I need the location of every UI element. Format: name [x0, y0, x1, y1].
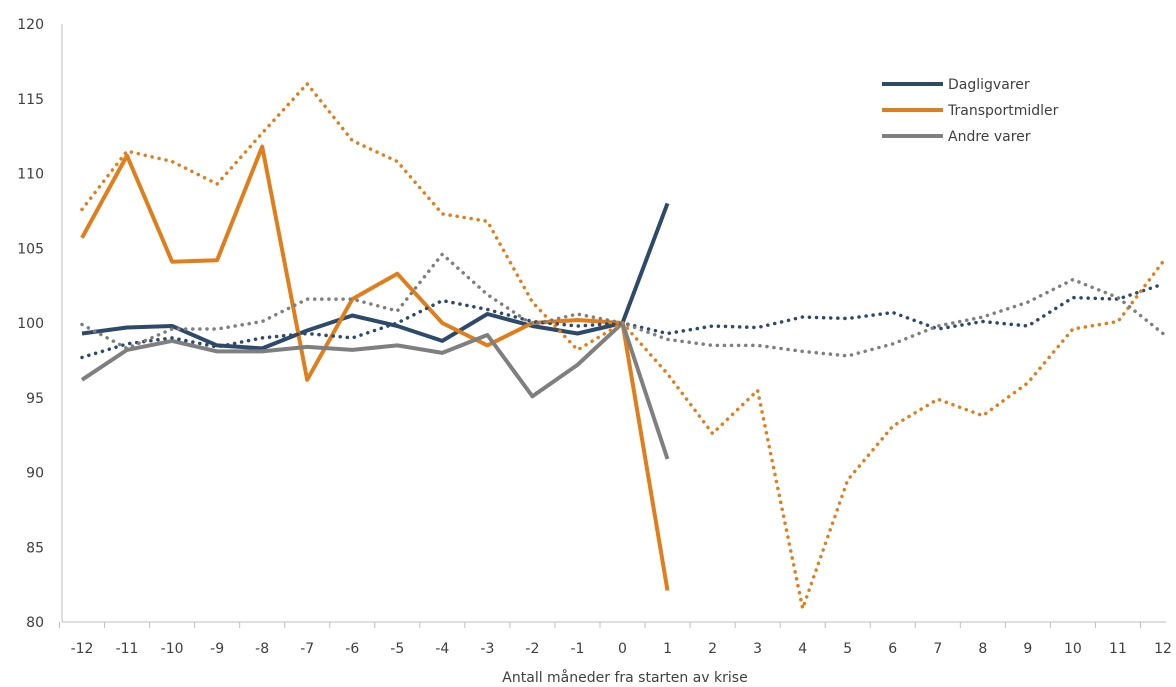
x-tick-labels: -12 -11 -10 -9 -8 -7 -6 -5 -4 -3 -2 -1 0 1 2 3 4 5 6 7 8 9 10 1…	[59, 622, 1172, 657]
series-line-5-dotted	[80, 252, 1165, 358]
y-tick-label: 85	[26, 540, 44, 556]
x-tick-label: -11	[116, 641, 139, 657]
series-layer	[80, 82, 1165, 611]
x-axis-title: Antall måneder fra starten av krise	[502, 669, 747, 686]
x-tick-label: -12	[71, 641, 94, 657]
x-tick-label: -4	[435, 641, 449, 657]
y-tick-labels: 80 85 90 95 100 105 110 115 120	[17, 17, 44, 631]
legend-label: Transportmidler	[947, 103, 1059, 119]
x-tick-label: 4	[798, 641, 807, 657]
y-tick-label: 110	[17, 167, 44, 183]
series-line-1-solid	[80, 144, 670, 591]
legend-label: Dagligvarer	[948, 77, 1030, 93]
x-tick-label: 6	[888, 641, 897, 657]
y-tick-label: 95	[26, 391, 44, 407]
y-tick-label: 105	[17, 241, 44, 257]
x-tick-label: -3	[480, 641, 494, 657]
x-tick-label: -7	[300, 641, 314, 657]
x-tick-label: 10	[1064, 641, 1082, 657]
x-tick-label: 12	[1154, 641, 1172, 657]
y-tick-label: 120	[17, 17, 44, 33]
x-tick-label: 2	[708, 641, 717, 657]
x-tick-label: -6	[345, 641, 359, 657]
axes	[61, 24, 1166, 623]
x-tick-label: 5	[843, 641, 852, 657]
x-tick-label: 3	[753, 641, 762, 657]
x-tick-label: -8	[255, 641, 269, 657]
x-tick-label: 1	[663, 641, 672, 657]
y-tick-label: 100	[17, 316, 44, 332]
x-tick-label: -1	[570, 641, 584, 657]
x-tick-label: 11	[1109, 641, 1127, 657]
x-tick-label: 8	[978, 641, 987, 657]
x-tick-label: -2	[525, 641, 539, 657]
x-tick-label: -5	[390, 641, 404, 657]
y-tick-label: 115	[17, 92, 44, 108]
x-tick-label: -9	[210, 641, 224, 657]
x-tick-label: 9	[1023, 641, 1032, 657]
y-tick-label: 80	[26, 615, 44, 631]
y-tick-label: 90	[26, 466, 44, 482]
legend-label: Andre varer	[948, 129, 1031, 145]
x-tick-label: 0	[618, 641, 627, 657]
series-line-2-solid	[80, 321, 670, 460]
x-tick-label: 7	[933, 641, 942, 657]
legend: Dagligvarer Transportmidler Andre varer	[882, 77, 1059, 145]
x-tick-label: -10	[161, 641, 184, 657]
